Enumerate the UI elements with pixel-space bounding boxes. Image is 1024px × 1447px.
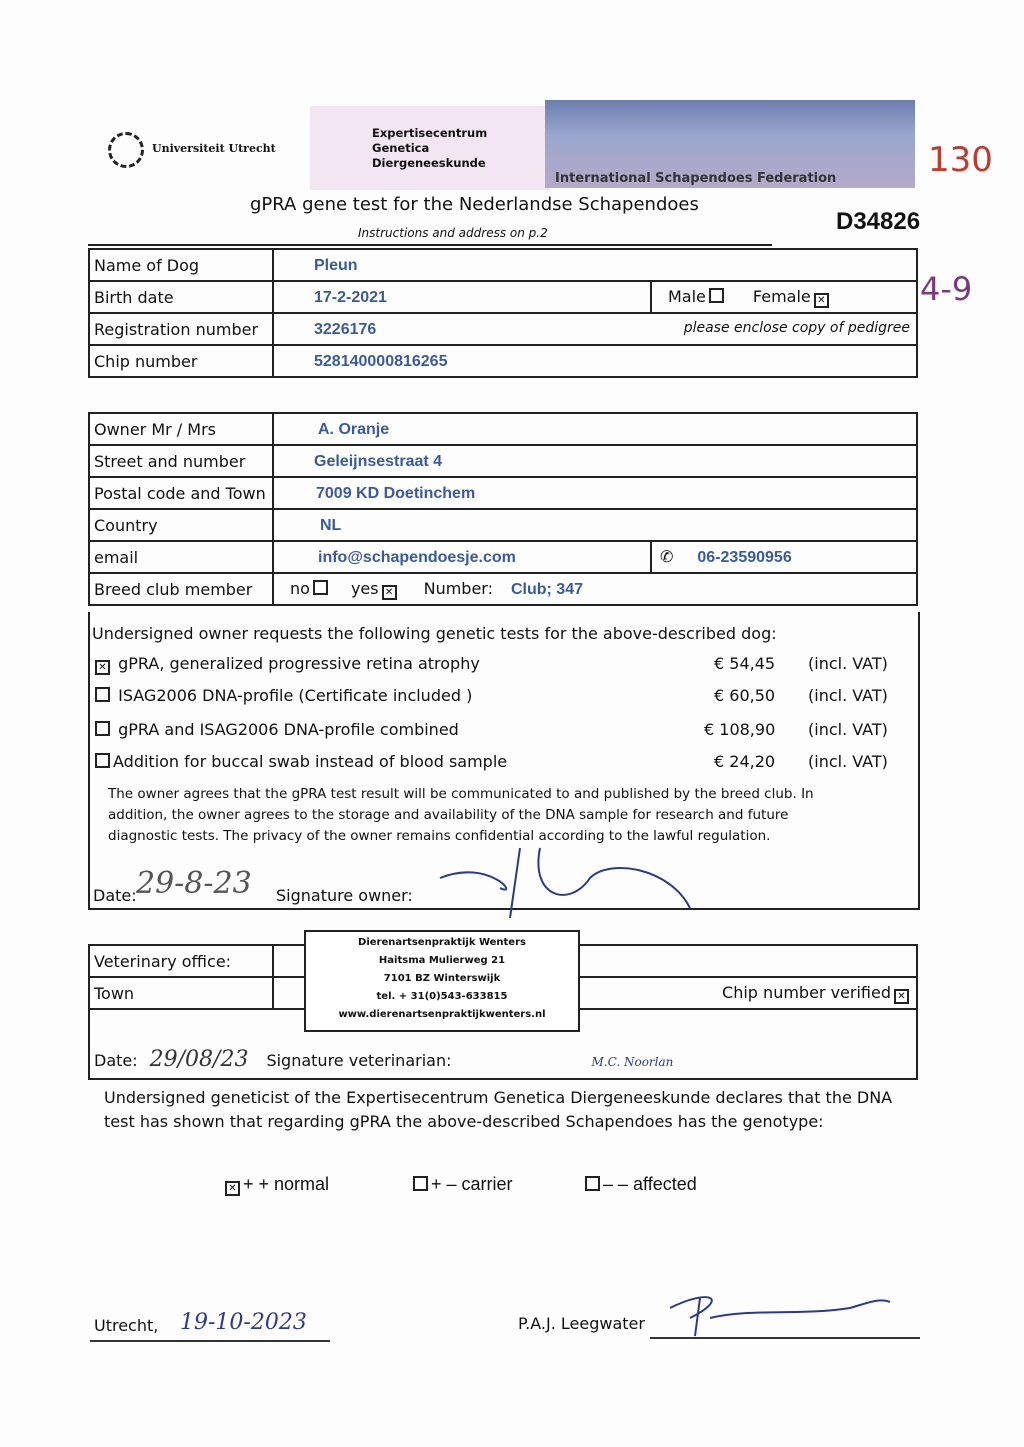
banner-text: International Schapendoes Federation <box>555 171 837 186</box>
vet-stamp: Dierenartsenpraktijk Wenters Haitsma Mul… <box>304 930 580 1032</box>
test-checkbox-checked[interactable]: ✕ <box>95 660 110 675</box>
form-code: D34826 <box>836 208 921 235</box>
test-price: € 60,50 <box>714 686 776 705</box>
test-label: Addition for buccal swab instead of bloo… <box>113 752 508 771</box>
test-vat: (incl. VAT) <box>808 720 888 739</box>
center-panel: Expertisecentrum Genetica Diergeneeskund… <box>310 106 550 190</box>
chip-label: Chip number <box>88 344 274 378</box>
declaration-text: Undersigned geneticist of the Expertisec… <box>104 1088 893 1131</box>
country[interactable]: NL <box>320 517 342 534</box>
center-line: Genetica <box>372 141 430 155</box>
tests-section <box>88 612 920 910</box>
chip-verified-checkbox-checked[interactable]: ✕ <box>894 988 909 1004</box>
owner-signature <box>439 847 691 919</box>
yes-checkbox-checked[interactable]: ✕ <box>381 584 397 600</box>
owner-table: Owner Mr / Mrs A. Oranje Street and numbe… <box>88 412 918 606</box>
university-logo-icon <box>108 132 144 168</box>
dog-table: Name of Dog Pleun Birth date 17-2-2021 Mal… <box>88 248 918 378</box>
federation-banner: International Schapendoes Federation <box>545 100 915 188</box>
test-price: € 108,90 <box>704 720 776 739</box>
female-label: Female <box>752 286 811 306</box>
geneticist-signature <box>650 1296 920 1339</box>
phone[interactable]: 06-23590956 <box>697 549 792 566</box>
number-label: Number: <box>423 578 493 598</box>
chip-number[interactable]: 528140000816265 <box>314 353 448 370</box>
center-line: Expertisecentrum <box>372 126 488 140</box>
vet-office-label: Veterinary office: <box>88 944 274 978</box>
birth-label: Birth date <box>88 280 274 314</box>
vet-town-label: Town <box>88 976 274 1010</box>
chip-verified-label: Chip number verified <box>722 982 891 1002</box>
owner-signature-label: Signature owner: <box>276 886 413 905</box>
stamp-line: Haitsma Mulierweg 21 <box>378 955 506 966</box>
club-number[interactable]: Club; 347 <box>510 580 583 598</box>
test-price: € 54,45 <box>714 654 776 673</box>
country-label: Country <box>88 508 274 542</box>
handwritten-age: 4-9 <box>920 270 973 308</box>
test-vat: (incl. VAT) <box>808 654 888 673</box>
tests-intro: Undersigned owner requests the following… <box>92 624 777 643</box>
consent-text: The owner agrees that the gPRA test resu… <box>108 786 814 844</box>
birth-date[interactable]: 17-2-2021 <box>314 289 387 306</box>
female-checkbox-checked[interactable]: ✕ <box>813 292 829 308</box>
postal-label: Postal code and Town <box>88 476 274 510</box>
genotype-carrier: + – carrier <box>431 1174 513 1194</box>
reg-label: Registration number <box>88 312 274 346</box>
owner-date-label: Date: <box>93 886 137 905</box>
date-line <box>90 1340 330 1342</box>
test-checkbox[interactable] <box>95 753 110 768</box>
name-label: Name of Dog <box>88 248 274 282</box>
test-label: gPRA, generalized progressive retina atr… <box>118 654 480 673</box>
genotype-affected: – – affected <box>603 1174 697 1194</box>
vet-signature-label: Signature veterinarian: <box>266 1051 452 1070</box>
yes-label: yes <box>350 578 379 598</box>
page-title: gPRA gene test for the Nederlandse Schap… <box>250 194 699 215</box>
no-label: no <box>290 578 310 598</box>
stamp-line: www.dierenartsenpraktijkwenters.nl <box>338 1009 546 1020</box>
result-date: 19-10-2023 <box>180 1310 307 1335</box>
phone-icon: ✆ <box>660 547 674 566</box>
test-checkbox[interactable] <box>95 721 110 736</box>
genotype-checkbox[interactable] <box>585 1176 600 1191</box>
divider <box>88 244 772 246</box>
male-checkbox[interactable] <box>708 287 724 303</box>
genotype-checkbox[interactable] <box>413 1176 428 1191</box>
email-label: email <box>88 540 274 574</box>
postal-town[interactable]: 7009 KD Doetinchem <box>316 485 476 502</box>
subtitle: Instructions and address on p.2 <box>358 226 548 240</box>
genotype-checkbox-checked[interactable]: ✕ <box>225 1181 240 1196</box>
stamp-line: tel. + 31(0)543-633815 <box>376 991 508 1002</box>
place: Utrecht, <box>94 1316 159 1335</box>
handwritten-number: 130 <box>928 140 993 180</box>
street[interactable]: Geleijnsestraat 4 <box>314 453 443 470</box>
signer-name: P.A.J. Leegwater <box>518 1314 645 1333</box>
vet-date-label: Date: <box>94 1051 138 1070</box>
vet-date[interactable]: 29/08/23 <box>149 1047 249 1072</box>
club-label: Breed club member <box>88 572 274 606</box>
test-label: ISAG2006 DNA-profile (Certificate includ… <box>118 686 473 705</box>
dog-name[interactable]: Pleun <box>314 257 358 274</box>
test-vat: (incl. VAT) <box>808 686 888 705</box>
pedigree-note: please enclose copy of pedigree <box>683 320 910 336</box>
owner-label: Owner Mr / Mrs <box>88 412 274 446</box>
owner-name[interactable]: A. Oranje <box>318 421 390 438</box>
center-line: Diergeneeskunde <box>372 156 486 170</box>
email[interactable]: info@schapendoesje.com <box>318 549 516 566</box>
stamp-line: Dierenartsenpraktijk Wenters <box>358 937 526 948</box>
vet-signature: M.C. Noorlan <box>591 1055 674 1069</box>
university-name: Universiteit Utrecht <box>152 142 276 155</box>
genotype-normal: + + normal <box>243 1174 330 1194</box>
test-vat: (incl. VAT) <box>808 752 888 771</box>
stamp-line: 7101 BZ Winterswijk <box>383 973 501 984</box>
test-price: € 24,20 <box>714 752 776 771</box>
test-label: gPRA and ISAG2006 DNA-profile combined <box>118 720 459 739</box>
street-label: Street and number <box>88 444 274 478</box>
male-label: Male <box>668 286 706 306</box>
no-checkbox[interactable] <box>312 579 328 595</box>
registration-number[interactable]: 3226176 <box>314 321 377 338</box>
owner-date[interactable]: 29-8-23 <box>136 866 252 901</box>
test-checkbox[interactable] <box>95 687 110 702</box>
